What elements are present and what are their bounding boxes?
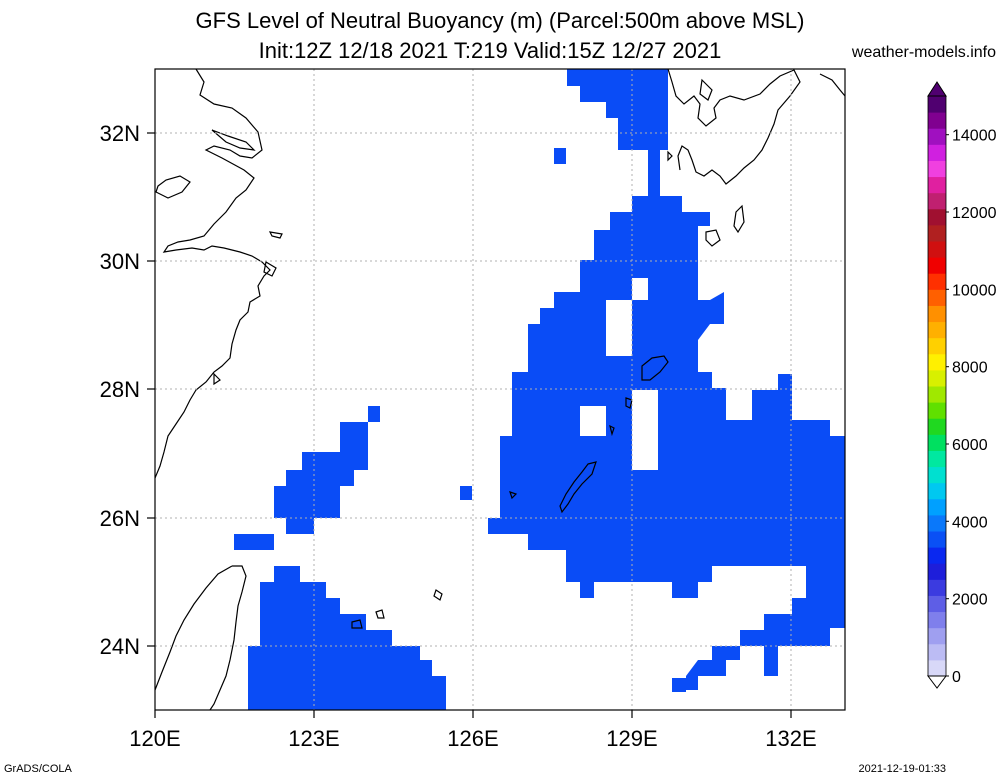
- colorbar-swatch: [928, 643, 946, 661]
- colorbar-label: 10000: [952, 282, 997, 299]
- footer-software: GrADS/COLA: [4, 763, 72, 775]
- colorbar-swatch: [928, 176, 946, 194]
- colorbar-swatch: [928, 418, 946, 435]
- colorbar-label: 0: [952, 669, 961, 686]
- field-gap: [632, 278, 648, 300]
- site-credit: weather-models.info: [851, 44, 996, 61]
- colorbar-swatch: [928, 128, 946, 145]
- colorbar-swatch: [928, 208, 946, 226]
- colorbar-swatch: [928, 402, 946, 419]
- buoyancy-field: [234, 69, 845, 710]
- buoyancy-cell-region: [248, 566, 446, 710]
- field-gap: [580, 406, 606, 436]
- colorbar-swatch: [928, 257, 946, 274]
- colorbar-frame: [927, 95, 947, 677]
- colorbar-swatch: [928, 482, 946, 500]
- taiwan-coastline: [155, 565, 247, 710]
- colorbar-label: 6000: [952, 437, 988, 454]
- y-tick-label: 26N: [100, 506, 140, 531]
- coastlines: [155, 69, 845, 710]
- colorbar-swatch: [928, 160, 946, 178]
- graticule: [155, 69, 845, 710]
- colorbar-min-arrow: [927, 675, 947, 689]
- china-coastline: [155, 69, 271, 479]
- colorbar-swatch: [928, 96, 946, 113]
- x-tick-label: 129E: [606, 726, 657, 751]
- chart-title: GFS Level of Neutral Buoyancy (m) (Parce…: [195, 8, 805, 33]
- y-tick-label: 24N: [100, 634, 140, 659]
- japan-coastline: [667, 69, 801, 185]
- buoyancy-cell-region: [672, 678, 686, 692]
- x-tick-label: 126E: [447, 726, 498, 751]
- footer-timestamp: 2021-12-19-01:33: [858, 763, 946, 775]
- colorbar-swatch: [928, 611, 946, 629]
- field-gap: [606, 300, 632, 356]
- y-tick-label: 30N: [100, 249, 140, 274]
- x-tick-label: 120E: [129, 726, 180, 751]
- colorbar-swatch: [928, 192, 946, 210]
- y-tick-label: 32N: [100, 121, 140, 146]
- colorbar-swatch: [928, 627, 946, 645]
- colorbar-swatch: [928, 466, 946, 484]
- colorbar-max-arrow: [927, 81, 947, 97]
- colorbar-label: 8000: [952, 360, 988, 377]
- colorbar-swatch: [928, 144, 946, 161]
- colorbar-swatch: [928, 112, 946, 129]
- buoyancy-cell-region: [460, 486, 472, 500]
- colorbar-swatch: [928, 305, 946, 323]
- chart-subtitle: Init:12Z 12/18 2021 T:219 Valid:15Z 12/2…: [258, 38, 722, 63]
- colorbar-swatch: [928, 531, 946, 548]
- colorbar-swatch: [928, 434, 946, 451]
- colorbar-label: 14000: [952, 128, 997, 145]
- colorbar: [927, 81, 947, 689]
- x-tick-label: 132E: [765, 726, 816, 751]
- colorbar-swatch: [928, 386, 946, 403]
- colorbar-swatch: [928, 241, 946, 258]
- colorbar-label: 4000: [952, 514, 988, 531]
- colorbar-labels: 0 2000 4000 6000 8000 10000 12000 14000: [946, 128, 997, 686]
- colorbar-swatch: [928, 273, 946, 290]
- axis-ticks: [147, 132, 792, 718]
- colorbar-swatch: [928, 289, 946, 306]
- colorbar-swatch: [928, 579, 946, 596]
- buoyancy-cell-region: [234, 534, 274, 550]
- colorbar-swatch: [928, 353, 946, 371]
- colorbar-swatch: [928, 547, 946, 564]
- colorbar-swatch: [928, 659, 946, 677]
- buoyancy-cell-region: [274, 406, 380, 534]
- colorbar-swatch: [928, 369, 946, 387]
- colorbar-swatch: [928, 224, 946, 242]
- colorbar-label: 2000: [952, 592, 988, 609]
- okinawa-coastline: [559, 461, 597, 514]
- x-tick-label: 123E: [288, 726, 339, 751]
- colorbar-swatch: [928, 563, 946, 580]
- y-tick-label: 28N: [100, 377, 140, 402]
- colorbar-swatch: [928, 514, 946, 532]
- colorbar-label: 12000: [952, 205, 997, 222]
- colorbar-swatch: [928, 450, 946, 468]
- buoyancy-cell-region: [554, 148, 566, 164]
- buoyancy-cell-region: [488, 69, 845, 690]
- colorbar-swatch: [928, 321, 946, 339]
- field-gap: [632, 390, 658, 470]
- colorbar-swatch: [928, 498, 946, 516]
- colorbar-swatch: [928, 337, 946, 355]
- colorbar-swatch: [928, 595, 946, 613]
